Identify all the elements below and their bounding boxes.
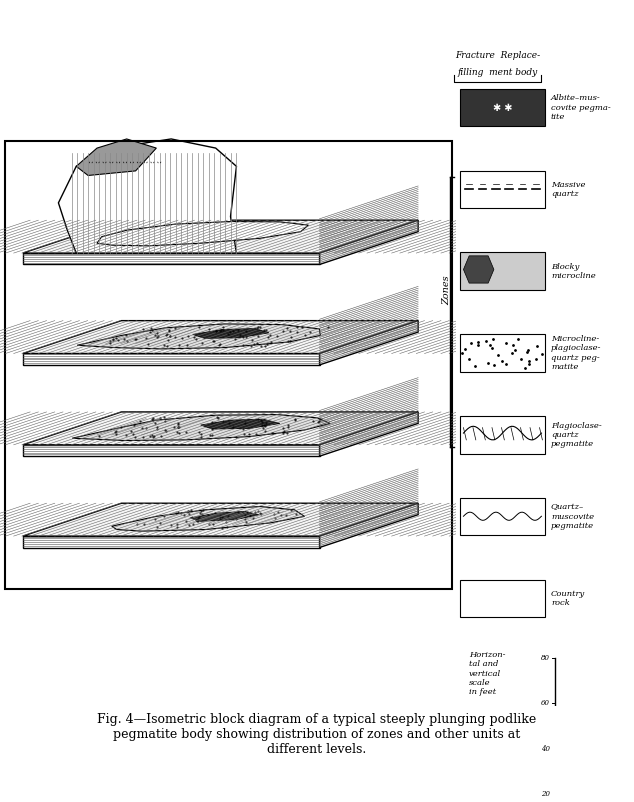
Bar — [460, 89, 545, 126]
Bar — [460, 171, 545, 209]
Text: Fig. 4—Isometric block diagram of a typical steeply plunging podlike
pegmatite b: Fig. 4—Isometric block diagram of a typi… — [98, 714, 536, 756]
Text: Country
rock: Country rock — [551, 589, 585, 607]
Text: Albite–mus-
covite pegma-
tite: Albite–mus- covite pegma- tite — [551, 95, 611, 121]
Polygon shape — [320, 412, 418, 456]
Text: 20: 20 — [541, 791, 550, 798]
Text: Plagioclase-
quartz
pegmatite: Plagioclase- quartz pegmatite — [551, 422, 602, 448]
Bar — [460, 498, 545, 536]
Text: Massive
quartz: Massive quartz — [551, 180, 585, 198]
Text: 80: 80 — [541, 654, 550, 662]
Polygon shape — [23, 536, 320, 548]
Polygon shape — [201, 419, 280, 429]
Polygon shape — [23, 253, 320, 265]
Polygon shape — [463, 256, 494, 283]
Text: filling  ment body: filling ment body — [458, 68, 538, 77]
Text: Horizon-
tal and
vertical
scale
in feet: Horizon- tal and vertical scale in feet — [469, 651, 506, 696]
Polygon shape — [97, 221, 308, 246]
Text: Zones: Zones — [442, 275, 451, 305]
Polygon shape — [77, 324, 320, 349]
Bar — [460, 334, 545, 372]
Polygon shape — [23, 503, 418, 536]
Polygon shape — [23, 221, 418, 253]
Bar — [460, 253, 545, 290]
Text: 40: 40 — [541, 745, 550, 753]
Polygon shape — [23, 321, 418, 354]
Polygon shape — [320, 221, 418, 265]
Polygon shape — [190, 512, 259, 521]
Polygon shape — [112, 507, 304, 531]
Text: 60: 60 — [541, 699, 550, 707]
Polygon shape — [58, 139, 236, 253]
Polygon shape — [320, 321, 418, 365]
Text: Microcline-
plagioclase-
quartz peg-
matite: Microcline- plagioclase- quartz peg- mat… — [551, 335, 602, 371]
Polygon shape — [193, 329, 269, 338]
Text: Fracture  Replace-: Fracture Replace- — [455, 51, 540, 60]
Polygon shape — [72, 415, 330, 440]
Polygon shape — [23, 412, 418, 445]
Polygon shape — [23, 445, 320, 456]
Bar — [460, 580, 545, 618]
Polygon shape — [76, 139, 157, 176]
Polygon shape — [23, 354, 320, 365]
Bar — [4, 141, 452, 589]
Text: Quartz–
muscovite
pegmatite: Quartz– muscovite pegmatite — [551, 504, 594, 530]
Polygon shape — [320, 503, 418, 548]
Text: ✱ ✱: ✱ ✱ — [493, 103, 512, 112]
Bar — [460, 416, 545, 454]
Text: Blocky
microcline: Blocky microcline — [551, 262, 596, 280]
